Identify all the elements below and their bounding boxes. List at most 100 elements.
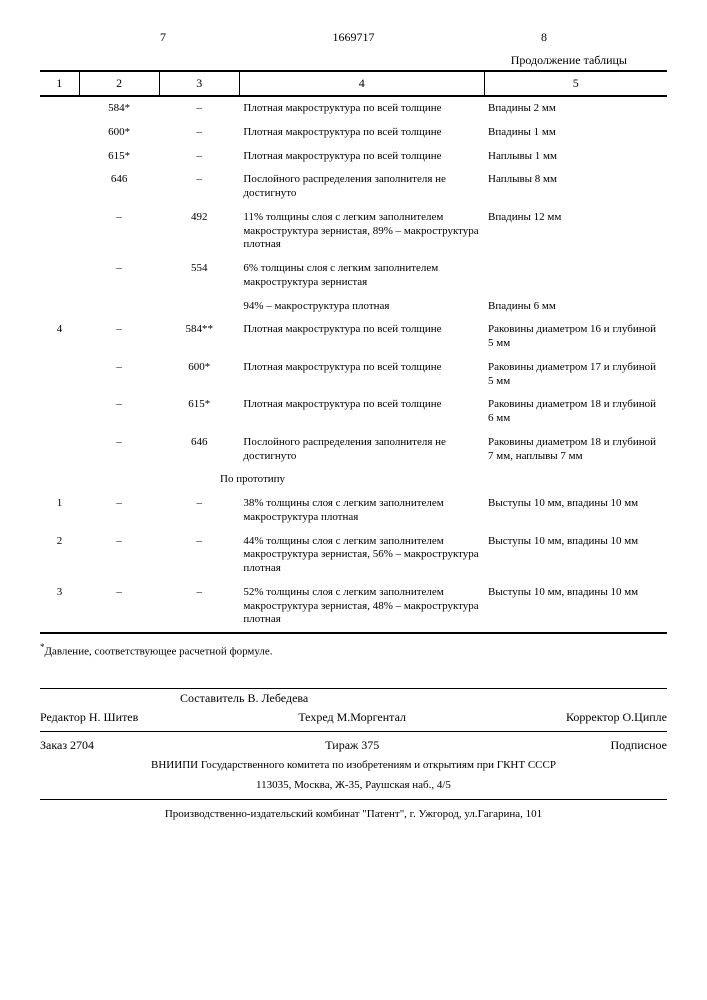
col-header-5: 5 xyxy=(484,71,667,96)
cell-2: 615* xyxy=(79,145,159,169)
corrector: Корректор О.Ципле xyxy=(566,710,667,725)
cell-2: 646 xyxy=(79,168,159,206)
cell-1 xyxy=(40,393,79,431)
tirazh: Тираж 375 xyxy=(325,738,379,753)
doc-number: 1669717 xyxy=(333,30,375,45)
cell-1 xyxy=(40,257,79,295)
cell-2: – xyxy=(79,492,159,530)
col-header-2: 2 xyxy=(79,71,159,96)
cell-4: Послойного распределения заполнителя не … xyxy=(239,168,484,206)
addr-line: 113035, Москва, Ж-35, Раушская наб., 4/5 xyxy=(40,775,667,795)
cell-2: – xyxy=(79,393,159,431)
cell-1 xyxy=(40,168,79,206)
table-row: 600*–Плотная макроструктура по всей толщ… xyxy=(40,121,667,145)
cell-1: 2 xyxy=(40,530,79,581)
cell-5: Раковины диаметром 18 и глубиной 6 мм xyxy=(484,393,667,431)
cell-5: Наплывы 8 мм xyxy=(484,168,667,206)
cell-2: 584* xyxy=(79,96,159,121)
cell-1 xyxy=(40,145,79,169)
cell-1 xyxy=(40,356,79,394)
col-header-1: 1 xyxy=(40,71,79,96)
cell-1 xyxy=(40,121,79,145)
table-row: –49211% толщины слоя с легким заполнител… xyxy=(40,206,667,257)
cell-4: Плотная макроструктура по всей толщине xyxy=(239,145,484,169)
cell-1 xyxy=(40,206,79,257)
cell-3 xyxy=(159,295,239,319)
cell-3: 492 xyxy=(159,206,239,257)
cell-1 xyxy=(40,295,79,319)
cell-3: 615* xyxy=(159,393,239,431)
cell-4: Плотная макроструктура по всей толщине xyxy=(239,356,484,394)
page-num-left: 7 xyxy=(160,30,166,45)
cell-3: – xyxy=(159,96,239,121)
cell-2: 600* xyxy=(79,121,159,145)
cell-4: Плотная макроструктура по всей толщине xyxy=(239,318,484,356)
cell-5: Впадины 12 мм xyxy=(484,206,667,257)
section-title: По прототипу xyxy=(40,468,667,492)
cell-5: Выступы 10 мм, впадины 10 мм xyxy=(484,492,667,530)
table-row: 646–Послойного распределения заполнителя… xyxy=(40,168,667,206)
cell-2: – xyxy=(79,318,159,356)
cell-3: 554 xyxy=(159,257,239,295)
cell-3: 584** xyxy=(159,318,239,356)
cell-1 xyxy=(40,96,79,121)
col-header-4: 4 xyxy=(239,71,484,96)
table-header-row: 1 2 3 4 5 xyxy=(40,71,667,96)
cell-5: Выступы 10 мм, впадины 10 мм xyxy=(484,581,667,633)
cell-4: 6% толщины слоя с легким заполнителем ма… xyxy=(239,257,484,295)
cell-4: 94% – макроструктура плотная xyxy=(239,295,484,319)
cell-5: Впадины 2 мм xyxy=(484,96,667,121)
cell-4: 52% толщины слоя с легким заполнителем м… xyxy=(239,581,484,633)
table-row: 3––52% толщины слоя с легким заполнителе… xyxy=(40,581,667,633)
cell-2: – xyxy=(79,431,159,469)
cell-5 xyxy=(484,257,667,295)
table-row: 4–584**Плотная макроструктура по всей то… xyxy=(40,318,667,356)
table-row: –646Послойного распределения заполнителя… xyxy=(40,431,667,469)
cell-3: 646 xyxy=(159,431,239,469)
table-row: 615*–Плотная макроструктура по всей толщ… xyxy=(40,145,667,169)
cell-5: Впадины 6 мм xyxy=(484,295,667,319)
cell-5: Раковины диаметром 18 и глубиной 7 мм, н… xyxy=(484,431,667,469)
table-row: 94% – макроструктура плотнаяВпадины 6 мм xyxy=(40,295,667,319)
cell-5: Наплывы 1 мм xyxy=(484,145,667,169)
cell-4: 38% толщины слоя с легким заполнителем м… xyxy=(239,492,484,530)
cell-4: 44% толщины слоя с легким заполнителем м… xyxy=(239,530,484,581)
cell-4: Плотная макроструктура по всей толщине xyxy=(239,393,484,431)
production-line: Производственно-издательский комбинат "П… xyxy=(40,804,667,824)
table-row: 584*–Плотная макроструктура по всей толщ… xyxy=(40,96,667,121)
table-row: 1––38% толщины слоя с легким заполнителе… xyxy=(40,492,667,530)
composer-line: Составитель В. Лебедева xyxy=(40,689,667,708)
cell-3: – xyxy=(159,121,239,145)
footnote-text: Давление, соответствующее расчетной форм… xyxy=(45,646,273,658)
cell-1: 3 xyxy=(40,581,79,633)
editor: Редактор Н. Шитев xyxy=(40,710,138,725)
footer-block: Составитель В. Лебедева Редактор Н. Шите… xyxy=(40,688,667,824)
cell-4: Плотная макроструктура по всей толщине xyxy=(239,121,484,145)
subscription: Подписное xyxy=(610,738,667,753)
cell-3: – xyxy=(159,530,239,581)
org-line: ВНИИПИ Государственного комитета по изоб… xyxy=(40,755,667,775)
tech-editor: Техред М.Моргентал xyxy=(298,710,406,725)
table-caption: Продолжение таблицы xyxy=(40,53,627,68)
page-header: 7 1669717 8 xyxy=(40,30,667,45)
cell-5: Раковины диаметром 17 и глубиной 5 мм xyxy=(484,356,667,394)
cell-2: – xyxy=(79,356,159,394)
main-table: 1 2 3 4 5 584*–Плотная макроструктура по… xyxy=(40,70,667,634)
section-row: По прототипу xyxy=(40,468,667,492)
cell-2: – xyxy=(79,257,159,295)
cell-3: – xyxy=(159,581,239,633)
col-header-3: 3 xyxy=(159,71,239,96)
cell-2: – xyxy=(79,206,159,257)
cell-1: 4 xyxy=(40,318,79,356)
cell-2: – xyxy=(79,530,159,581)
table-row: 2––44% толщины слоя с легким заполнителе… xyxy=(40,530,667,581)
cell-4: Плотная макроструктура по всей толщине xyxy=(239,96,484,121)
cell-5: Впадины 1 мм xyxy=(484,121,667,145)
cell-1 xyxy=(40,431,79,469)
cell-3: – xyxy=(159,168,239,206)
order-number: Заказ 2704 xyxy=(40,738,94,753)
table-footnote: *Давление, соответствующее расчетной фор… xyxy=(40,642,667,658)
cell-2: – xyxy=(79,581,159,633)
table-row: –5546% толщины слоя с легким заполнителе… xyxy=(40,257,667,295)
table-row: –600*Плотная макроструктура по всей толщ… xyxy=(40,356,667,394)
